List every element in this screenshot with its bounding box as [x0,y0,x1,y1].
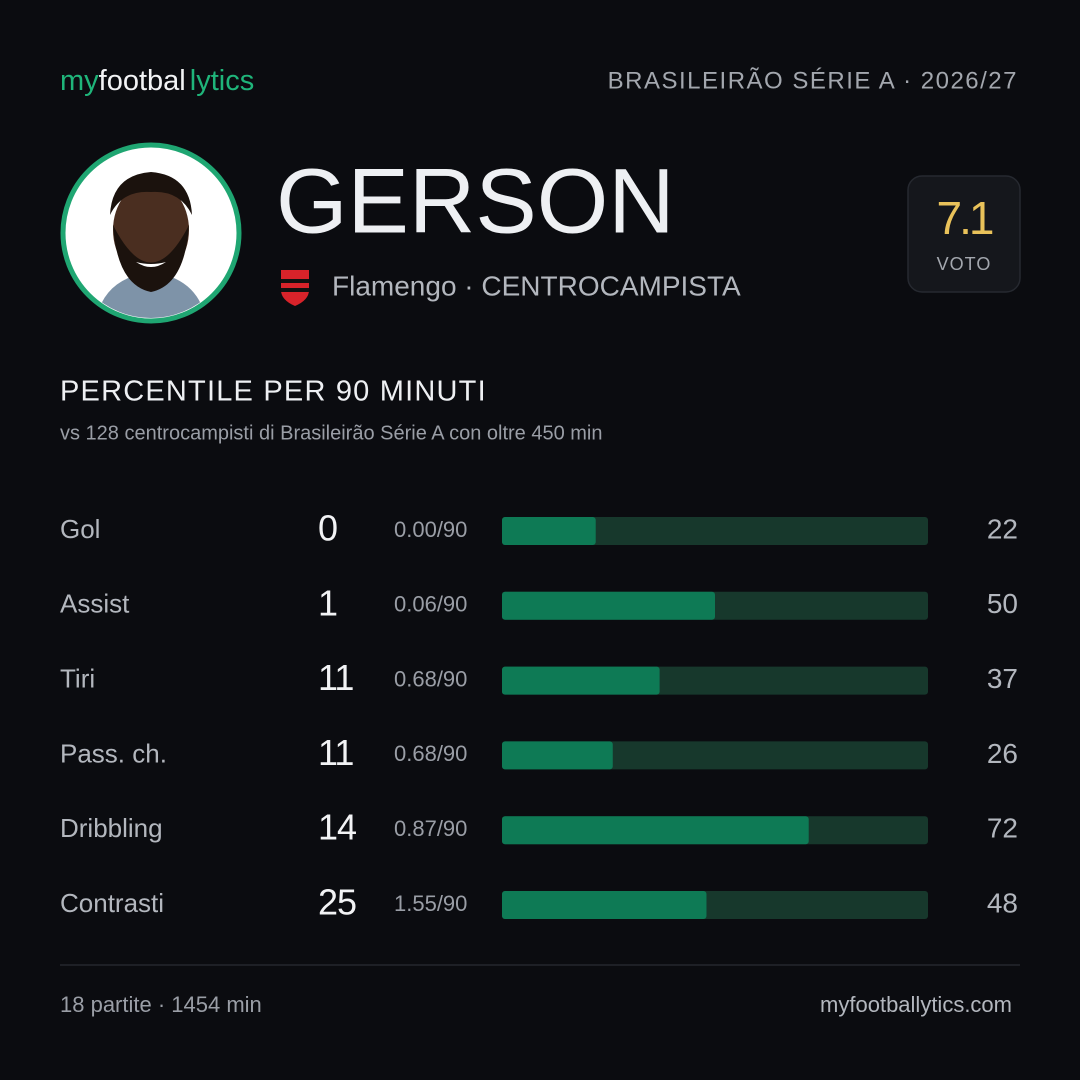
avatar-smile [136,262,166,267]
stats: Gol 0 0.00/90 22 Assist 1 0.06/90 50 Tiri 11 0.68/… [60,508,1018,923]
percentile-value: 50 [987,588,1018,619]
rating-value: 7.1 [937,192,993,244]
stat-total: 14 [318,807,356,848]
section-subtitle: vs 128 centrocampisti di Brasileirão Sér… [60,422,603,444]
avatar [60,142,242,324]
stat-total: 25 [318,882,356,923]
avatar-hair [110,172,192,215]
footer-left: 18 partite · 1454 min [60,992,262,1017]
stat-total: 11 [318,732,353,773]
footer-right: myfootballytics.com [820,992,1012,1017]
league: BRASILEIRÃO SÉRIE A · 2026/27 [608,67,1018,94]
brand-part: my [60,65,99,97]
percentile-value: 26 [987,738,1018,769]
brand-part: lytics [190,65,254,97]
stat-per90: 0.00/90 [394,517,467,542]
percentile-value: 48 [987,887,1018,918]
stat-per90: 0.87/90 [394,816,467,841]
stat-total: 0 [318,508,337,549]
stat-total: 11 [318,657,353,698]
percentile-bar [502,891,707,919]
stat-per90: 1.55/90 [394,891,467,916]
crest-stripe [281,279,309,283]
percentile-bar [502,591,715,620]
stat-total: 1 [318,582,337,623]
stat-label: Tiri [60,663,95,693]
avatar-beard [113,225,189,292]
avatar-shirt [96,272,206,318]
percentile-bar [502,666,660,695]
percentile-bar [502,517,596,545]
stat-label: Dribbling [60,813,163,843]
rating-label: VOTO [937,254,992,274]
crest-stripe [281,288,309,292]
percentile-value: 37 [987,663,1018,694]
stat-label: Gol [60,514,100,544]
section-title: PERCENTILE PER 90 MINUTI [60,376,487,408]
stat-label: Assist [60,589,130,619]
percentile-value: 22 [987,513,1018,544]
brand: myfootbal lytics [60,65,254,97]
club-crest [281,270,309,306]
percentile-value: 72 [987,813,1018,844]
stat-per90: 0.68/90 [394,741,467,766]
rating-box [907,175,1021,293]
team-role: Flamengo · CENTROCAMPISTA [332,270,741,301]
stat-per90: 0.06/90 [394,592,467,617]
stat-per90: 0.68/90 [394,666,467,691]
brand-part: footbal [99,65,186,97]
percentile-bar [502,741,613,770]
player-name: GERSON [276,150,675,252]
stat-label: Contrasti [60,888,164,918]
percentile-bar [502,816,809,845]
stat-label: Pass. ch. [60,738,167,768]
bar-track [502,517,928,545]
